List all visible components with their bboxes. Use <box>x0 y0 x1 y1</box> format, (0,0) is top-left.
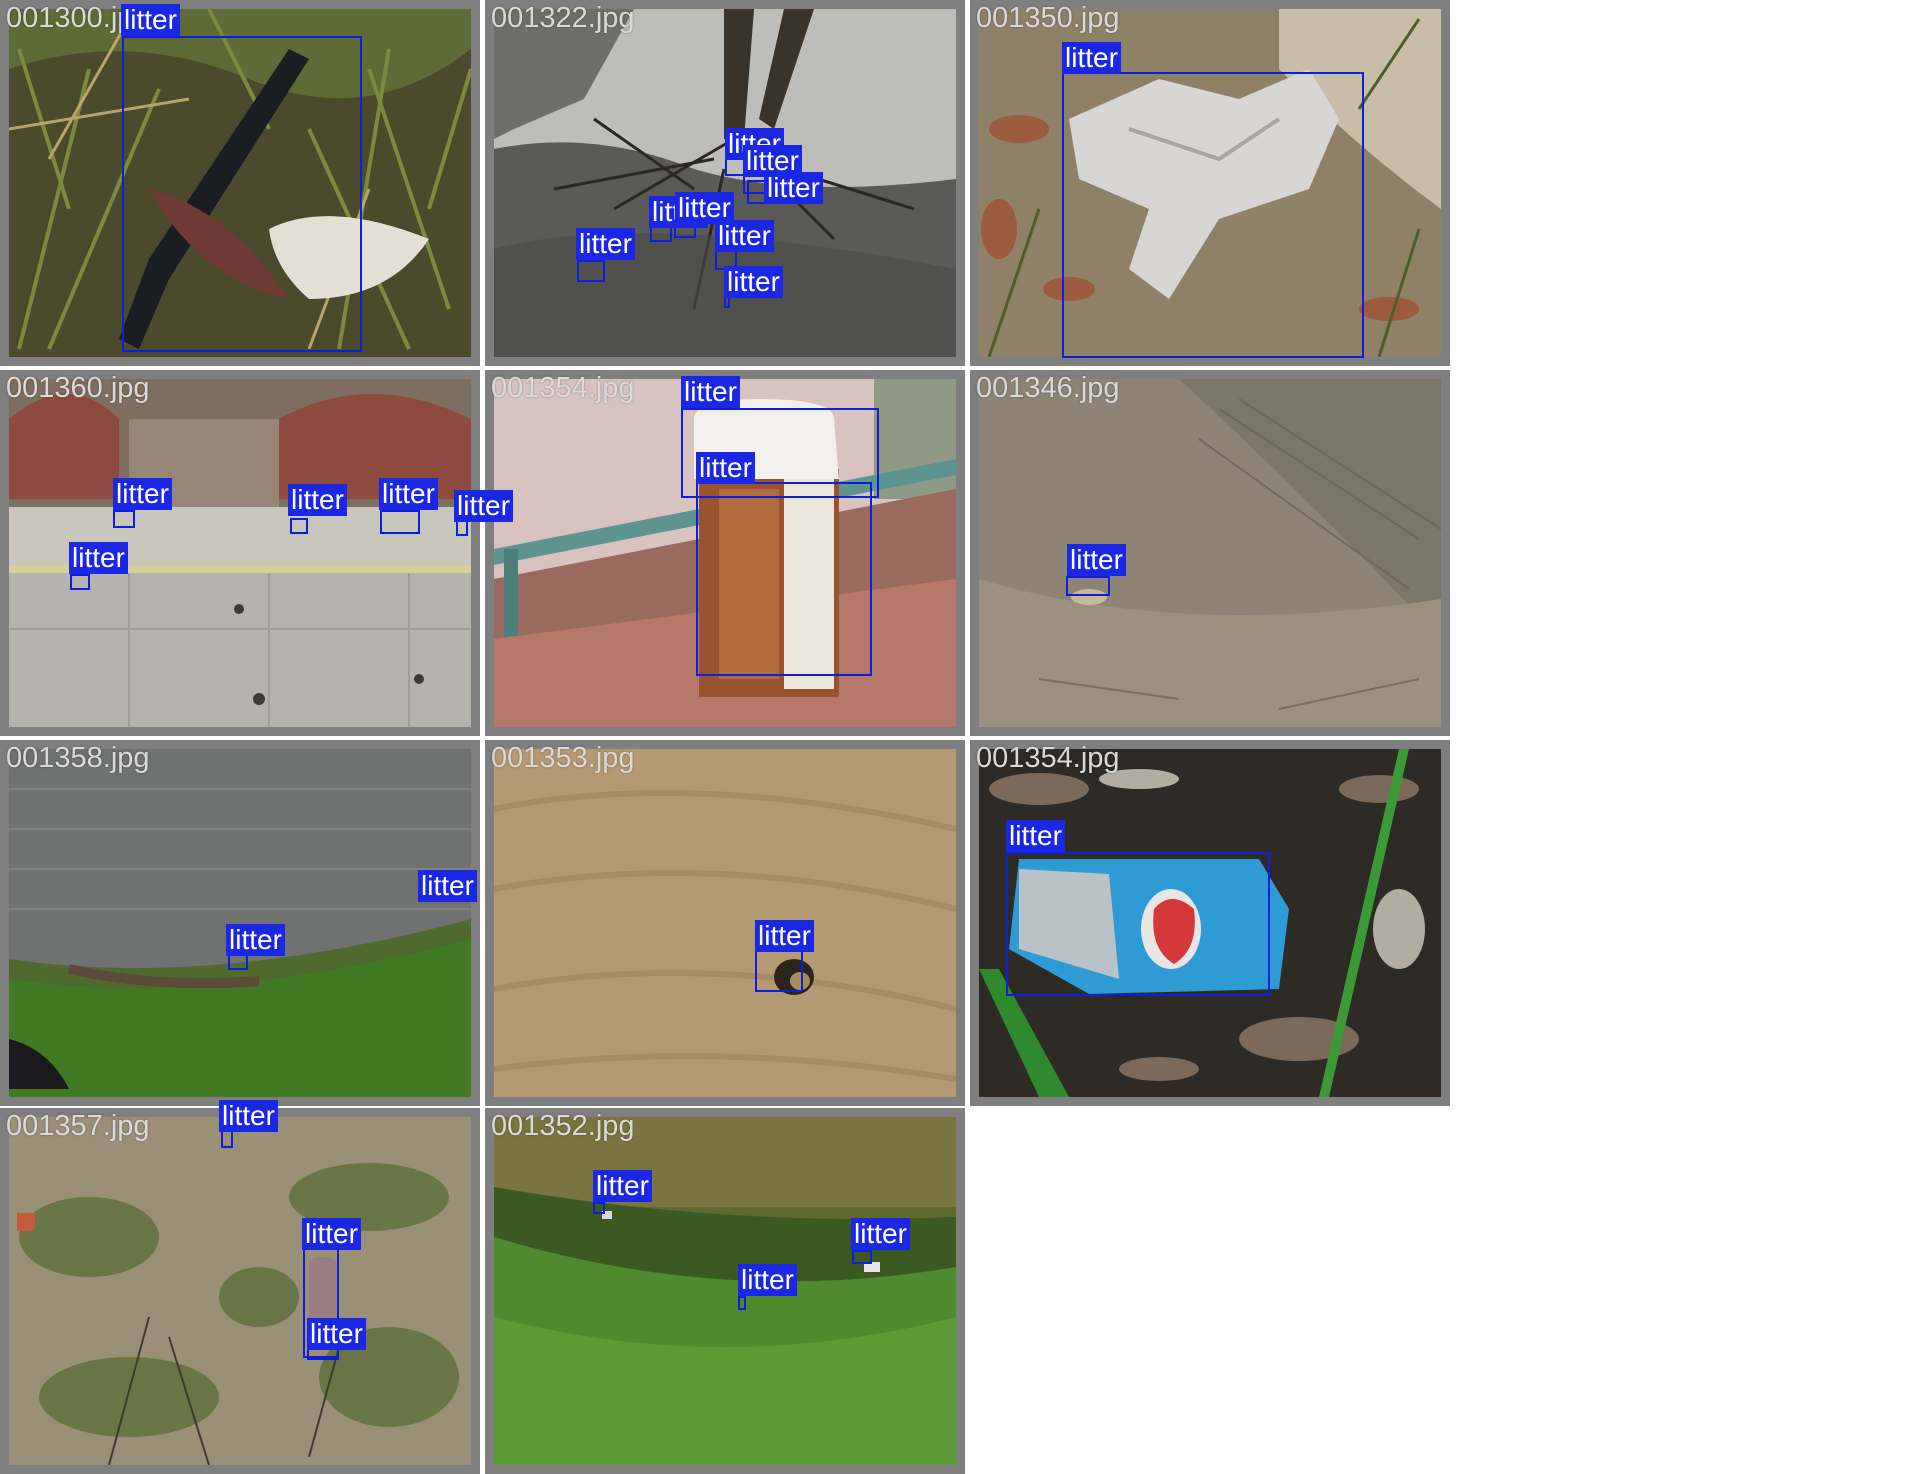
scene-photo <box>494 379 956 727</box>
tile-001346: 001346.jpg litter <box>970 370 1450 736</box>
tile-001357: 001357.jpg litter litter litter <box>0 1100 480 1474</box>
litter-label: litter <box>715 220 774 252</box>
litter-bbox <box>380 510 420 534</box>
scene-photo <box>494 9 956 357</box>
scene-photo <box>494 749 956 1097</box>
scene-photo <box>979 9 1441 357</box>
litter-label: litter <box>302 1218 361 1250</box>
litter-bbox <box>456 520 468 536</box>
litter-bbox <box>113 510 135 528</box>
scene-photo <box>494 1117 956 1465</box>
tile-001354: 001354.jpg litter litter <box>485 370 965 736</box>
litter-bbox <box>290 518 308 534</box>
litter-label: litter <box>738 1264 797 1296</box>
litter-label: litter <box>379 478 438 510</box>
litter-label: litter <box>121 4 180 36</box>
filename-label: 001346.jpg <box>976 372 1120 404</box>
filename-label: 001353.jpg <box>491 742 635 774</box>
litter-label: litter <box>593 1170 652 1202</box>
litter-label: litter <box>724 266 783 298</box>
litter-label: litter <box>454 490 513 522</box>
litter-label: litter <box>1006 820 1065 852</box>
litter-label: litter <box>681 376 740 408</box>
scene-photo <box>9 9 471 357</box>
litter-bbox <box>577 260 605 282</box>
filename-label: 001322.jpg <box>491 2 635 34</box>
scene-photo <box>979 379 1441 727</box>
litter-label: litter <box>69 542 128 574</box>
litter-label: litter <box>226 924 285 956</box>
litter-label: litter <box>755 920 814 952</box>
tile-001300: 001300.jpg litter <box>0 0 480 366</box>
scene-photo <box>979 749 1441 1097</box>
litter-bbox <box>681 408 879 498</box>
litter-label: litter <box>1062 42 1121 74</box>
litter-label: litter <box>418 870 477 902</box>
litter-label: litter <box>743 145 802 177</box>
filename-label: 001358.jpg <box>6 742 150 774</box>
filename-label: 001354.jpg <box>491 372 635 404</box>
litter-bbox <box>593 1202 605 1214</box>
litter-bbox <box>852 1250 872 1264</box>
litter-label: litter <box>576 228 635 260</box>
litter-label: litter <box>675 192 734 224</box>
litter-bbox <box>70 574 90 590</box>
litter-label: litter <box>219 1100 278 1132</box>
tile-001353: 001353.jpg litter <box>485 740 965 1106</box>
litter-label: litter <box>288 484 347 516</box>
filename-label: 001350.jpg <box>976 2 1120 34</box>
litter-bbox <box>228 954 248 970</box>
litter-bbox <box>1062 72 1364 358</box>
detection-mosaic: 001300.jpg litter 001322.jpg litter litt… <box>0 0 1450 1474</box>
litter-label: litter <box>113 478 172 510</box>
litter-bbox <box>696 482 872 676</box>
litter-label: litter <box>764 172 823 204</box>
litter-bbox <box>755 950 803 992</box>
litter-label: litter <box>851 1218 910 1250</box>
litter-bbox <box>1006 852 1270 996</box>
tile-001354b: 001354.jpg litter <box>970 740 1450 1106</box>
litter-bbox <box>738 1296 746 1310</box>
litter-label: litter <box>307 1318 366 1350</box>
tile-001322: 001322.jpg litter litter litter litter l… <box>485 0 965 366</box>
scene-photo <box>9 1117 471 1465</box>
tile-001352: 001352.jpg litter litter litter <box>485 1108 965 1474</box>
filename-label: 001352.jpg <box>491 1110 635 1142</box>
filename-label: 001357.jpg <box>6 1110 150 1142</box>
filename-label: 001354.jpg <box>976 742 1120 774</box>
tile-001350: 001350.jpg litter <box>970 0 1450 366</box>
tile-001360: 001360.jpg litter litter litter litter l… <box>0 370 513 736</box>
litter-label: litter <box>1067 544 1126 576</box>
tile-001358: 001358.jpg litter litter <box>0 740 480 1106</box>
scene-photo <box>9 749 471 1097</box>
litter-bbox <box>122 36 362 352</box>
litter-label: litter <box>696 452 755 484</box>
filename-label: 001360.jpg <box>6 372 150 404</box>
litter-bbox <box>1066 576 1110 596</box>
